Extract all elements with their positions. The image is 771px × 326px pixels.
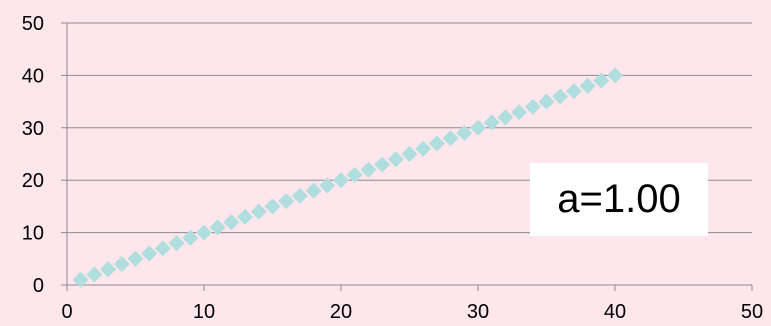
x-tick-labels: 0 10 20 30 40 50: [61, 301, 763, 323]
data-point: [593, 72, 610, 89]
y-tick-label: 30: [22, 118, 44, 140]
data-point: [360, 161, 377, 178]
data-point: [483, 114, 500, 131]
data-point: [291, 187, 308, 204]
data-point: [401, 146, 418, 162]
data-point: [223, 214, 240, 231]
data-point: [428, 135, 445, 152]
data-point: [86, 266, 103, 283]
data-point: [127, 250, 144, 267]
x-tick-label: 10: [193, 301, 215, 323]
data-point: [319, 177, 336, 194]
data-point: [305, 182, 322, 199]
data-points: [72, 67, 623, 288]
data-point: [278, 193, 295, 210]
x-tick-label: 50: [741, 301, 763, 323]
data-point: [168, 235, 185, 252]
data-point: [524, 98, 541, 115]
x-tick-label: 20: [330, 301, 352, 323]
data-point: [538, 93, 555, 110]
x-tick-label: 30: [467, 301, 489, 323]
data-point: [154, 240, 171, 257]
data-point: [100, 261, 117, 278]
y-tick-label: 0: [33, 275, 44, 297]
annotation-text: a=1.00: [557, 177, 681, 221]
grid-layer: [61, 22, 752, 286]
y-tick-labels: 0 10 20 30 40 50: [22, 13, 44, 297]
data-point: [579, 77, 596, 94]
data-point: [113, 256, 130, 273]
data-point: [456, 125, 473, 142]
data-point: [415, 140, 432, 157]
data-point: [374, 156, 391, 173]
data-point: [196, 224, 212, 241]
data-point: [237, 208, 254, 225]
data-point: [182, 229, 199, 246]
data-point: [209, 219, 226, 236]
y-tick-label: 10: [22, 223, 44, 245]
data-point: [565, 83, 582, 100]
x-tick-label: 0: [61, 301, 72, 323]
data-point: [264, 198, 281, 215]
y-tick-label: 50: [22, 13, 44, 35]
annotation-box: a=1.00: [530, 163, 708, 236]
axis-layer: [66, 23, 753, 291]
data-point: [442, 130, 459, 147]
data-point: [497, 109, 514, 126]
x-tick-label: 40: [604, 301, 626, 323]
data-point: [470, 119, 486, 136]
data-point: [387, 151, 404, 168]
data-point: [511, 104, 528, 121]
data-point: [141, 245, 158, 262]
y-tick-label: 40: [22, 65, 44, 87]
data-point: [333, 172, 349, 189]
y-tick-label: 20: [22, 170, 44, 192]
data-point: [72, 271, 89, 288]
data-point: [346, 166, 363, 183]
data-point: [552, 88, 569, 105]
data-point: [250, 203, 267, 220]
data-point: [607, 67, 623, 84]
